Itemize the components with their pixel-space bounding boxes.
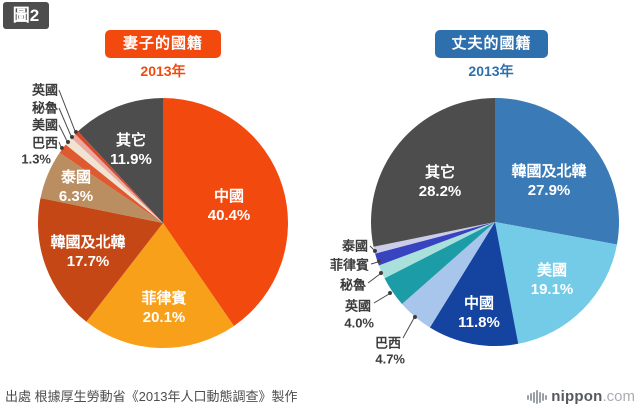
wife-slice-label-other: 其它 11.9% [110, 132, 152, 168]
wife-slice-label-china: 中國 40.4% [207, 188, 251, 224]
husband-slice-label-usa: 美國 19.1% [530, 262, 574, 298]
husband-callout-uk: 英國 [344, 298, 371, 314]
nippon-com-logo: nippon.com [527, 388, 635, 406]
pie-slice-husband-6 [375, 222, 495, 266]
husband-callout-brazil: 巴西 [374, 335, 401, 351]
pie-slice-husband-3 [401, 222, 495, 328]
pie-slice-wife-0 [163, 98, 288, 326]
wife-slice-label-korea: 韓國及北韓 17.7% [50, 234, 126, 270]
wife-chart-year: 2013年 [140, 63, 186, 79]
husband-callout-uk-pct: 4.0% [344, 315, 374, 331]
pie-slice-husband-0 [495, 98, 620, 245]
pie-slice-wife-2 [38, 198, 163, 322]
wife-nationality-pie [38, 98, 288, 348]
wife-callout-brazil: 巴西 [31, 135, 58, 151]
wife-slice-label-philippines: 菲律賓 20.1% [141, 290, 187, 326]
wife-callout-uk: 英國 [31, 82, 58, 98]
leader-lines [58, 89, 418, 339]
husband-callout-peru: 秘魯 [339, 277, 366, 293]
soundwave-bars-icon [527, 390, 548, 404]
husband-callout-philippines: 菲律賓 [329, 257, 369, 273]
pie-slice-wife-3 [40, 152, 163, 223]
pie-slice-wife-7 [75, 131, 163, 223]
pie-slice-wife-6 [71, 134, 163, 223]
husband-callout-thailand: 泰國 [341, 238, 368, 254]
wife-callout-brazil-pct: 1.3% [21, 151, 51, 167]
husband-slice-label-other: 其它 28.2% [418, 164, 462, 200]
husband-nationality-pie [371, 98, 620, 346]
figure-number-badge: 圖2 [3, 2, 49, 29]
brand-suffix: .com [602, 388, 635, 405]
pie-slice-husband-7 [373, 222, 495, 254]
pie-slice-husband-4 [384, 222, 495, 304]
husband-callout-brazil-pct: 4.7% [375, 351, 405, 367]
pie-slice-wife-1 [86, 223, 234, 348]
husband-slice-label-korea: 韓國及北韓 27.9% [511, 163, 587, 199]
husband-chart-title: 丈夫的國籍 [435, 30, 548, 58]
pie-slice-husband-1 [495, 222, 617, 344]
pie-slice-wife-8 [78, 98, 163, 223]
husband-chart-year: 2013年 [468, 63, 514, 79]
wife-callout-peru: 秘魯 [31, 100, 58, 116]
pie-slice-wife-4 [59, 144, 163, 223]
wife-callout-usa: 美國 [31, 117, 58, 133]
brand-name: nippon [551, 388, 603, 405]
husband-slice-label-china: 中國 11.8% [458, 295, 500, 331]
pie-slice-husband-8 [371, 98, 495, 247]
source-note: 出處 根據厚生勞動省《2013年人口動態調查》製作 [5, 389, 298, 404]
pie-slice-husband-2 [429, 222, 519, 346]
pie-slice-wife-5 [65, 138, 163, 223]
pie-slice-husband-5 [378, 222, 495, 279]
wife-slice-label-thailand: 泰國 6.3% [58, 169, 94, 205]
wife-chart-title: 妻子的國籍 [105, 30, 221, 58]
